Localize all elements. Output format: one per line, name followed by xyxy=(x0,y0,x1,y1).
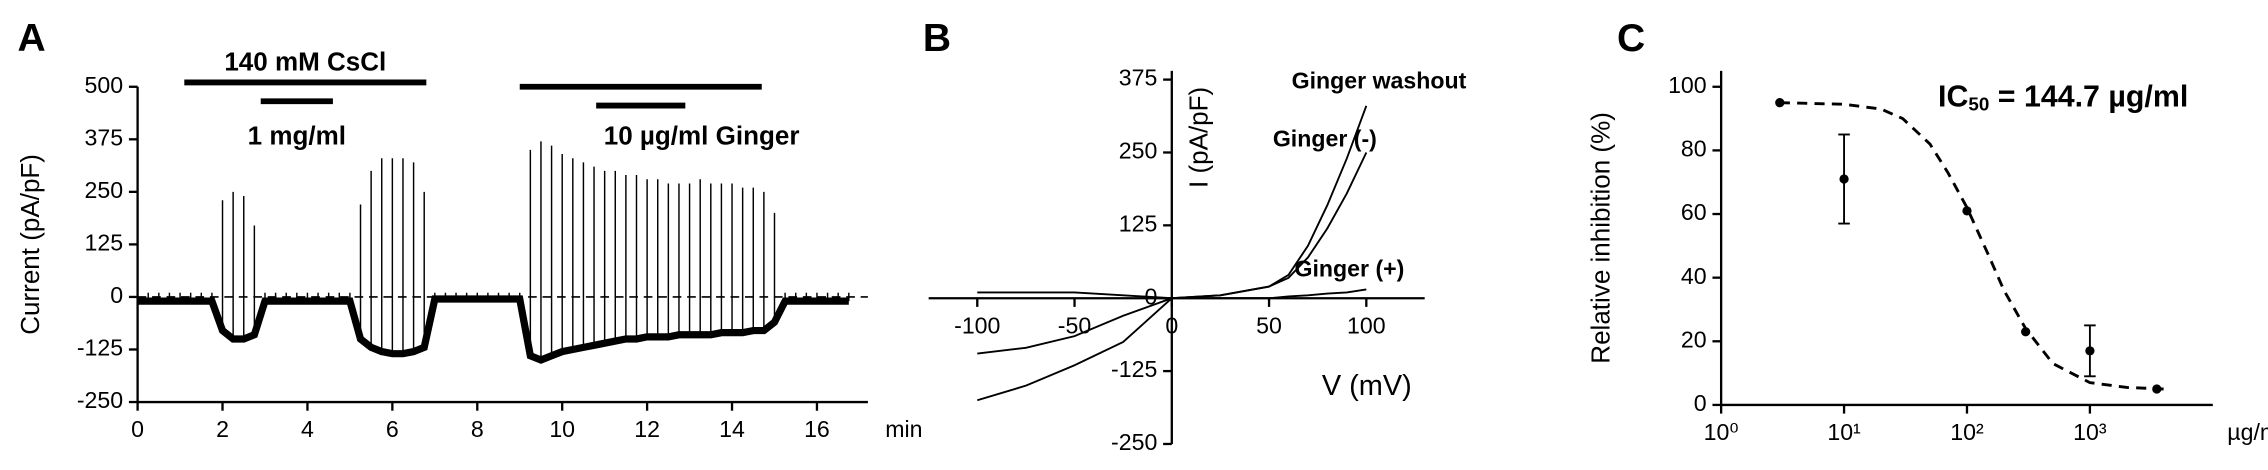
iv-curve xyxy=(977,288,1367,300)
y-axis-label: Current (pA/pF) xyxy=(15,154,45,335)
y-axis-label: I (pA/pF) xyxy=(1183,87,1213,188)
x-tick-label: 8 xyxy=(471,416,484,442)
x-tick-label: 12 xyxy=(634,416,660,442)
x-tick-label: 10² xyxy=(1950,419,1984,445)
application-label: 1 mg/ml xyxy=(248,120,346,150)
y-tick-label: 0 xyxy=(110,282,123,308)
y-tick-label: 40 xyxy=(1681,263,1707,289)
x-tick-label: 16 xyxy=(804,416,830,442)
iv-curve xyxy=(977,152,1368,355)
x-axis-label: V (mV) xyxy=(1322,370,1412,402)
x-unit: min xyxy=(885,416,922,442)
data-point xyxy=(1839,174,1849,184)
x-unit: µg/ml xyxy=(2227,419,2268,445)
x-tick-label: 50 xyxy=(1256,312,1282,338)
y-tick-label: -250 xyxy=(1111,429,1157,455)
ic50-text: = 144.7 µg/ml xyxy=(1989,80,2188,113)
panel-letter: C xyxy=(1617,17,1645,60)
y-tick-label: 60 xyxy=(1681,199,1707,225)
y-tick-label: 0 xyxy=(1694,390,1707,416)
data-point xyxy=(2152,384,2162,394)
x-tick-label: 0 xyxy=(131,416,144,442)
y-tick-label: -125 xyxy=(1111,356,1157,382)
trace xyxy=(137,295,849,364)
curve-label: Ginger (+) xyxy=(1295,256,1405,282)
data-point xyxy=(2085,346,2095,356)
y-tick-label: 125 xyxy=(1119,210,1158,236)
y-axis-label: Relative inhibition (%) xyxy=(1585,112,1615,364)
panel-letter: B xyxy=(923,17,951,60)
y-tick-label: 20 xyxy=(1681,326,1707,352)
y-tick-label: 100 xyxy=(1668,72,1707,98)
ic50-subscript: 50 xyxy=(1968,94,1989,115)
x-tick-label: 14 xyxy=(719,416,745,442)
data-point xyxy=(2021,327,2031,337)
y-tick-label: 375 xyxy=(1119,65,1158,91)
y-tick-label: 125 xyxy=(85,230,124,256)
y-tick-label: -250 xyxy=(77,387,123,413)
y-tick-label: 250 xyxy=(85,177,124,203)
x-tick-label: 10⁰ xyxy=(1704,419,1739,445)
y-tick-label: 375 xyxy=(85,124,124,150)
fit-curve xyxy=(1779,101,2164,391)
curve-label: Ginger (-) xyxy=(1273,125,1377,151)
x-tick-label: 6 xyxy=(386,416,399,442)
x-tick-label: 4 xyxy=(301,416,314,442)
x-tick-label: 10 xyxy=(549,416,575,442)
y-tick-label: -125 xyxy=(77,335,123,361)
y-tick-label: 250 xyxy=(1119,138,1158,164)
ic50-label: IC50 = 144.7 µg/ml xyxy=(1938,80,2188,114)
y-tick-label: 80 xyxy=(1681,136,1707,162)
data-point xyxy=(1962,206,1972,216)
x-tick-label: 0 xyxy=(1165,312,1178,338)
x-tick-label: 10³ xyxy=(2073,419,2107,445)
curve-label: Ginger washout xyxy=(1292,68,1467,94)
x-tick-label: 100 xyxy=(1347,312,1386,338)
x-tick-label: 10¹ xyxy=(1827,419,1861,445)
data-point xyxy=(1775,98,1785,108)
y-tick-label: 500 xyxy=(85,72,124,98)
application-label: 10 µg/ml Ginger xyxy=(604,120,800,150)
x-tick-label: 2 xyxy=(216,416,229,442)
application-label: 140 mM CsCl xyxy=(224,47,386,77)
ic50-prefix: IC xyxy=(1938,80,1968,113)
x-tick-label: -50 xyxy=(1058,312,1091,338)
x-tick-label: -100 xyxy=(954,312,1000,338)
panel-letter: A xyxy=(18,17,46,60)
